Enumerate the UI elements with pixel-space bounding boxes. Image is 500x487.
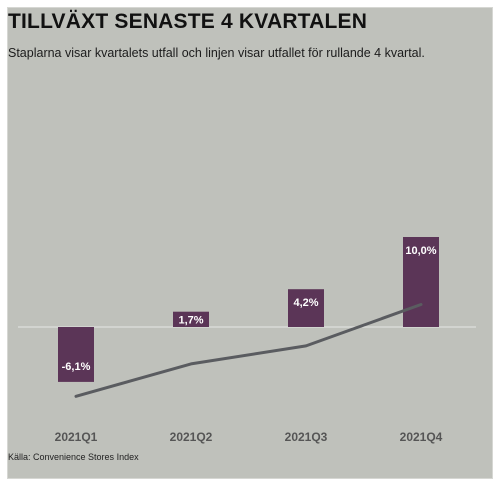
bar-2021Q2 [173,311,209,327]
category-label-2021Q2: 2021Q2 [170,430,213,444]
category-label-2021Q4: 2021Q4 [400,430,443,444]
rolling-line [74,303,423,398]
bar-label-2021Q1: -6,1% [62,361,91,373]
bar-label-2021Q3: 4,2% [293,297,318,309]
source-note: Källa: Convenience Stores Index [8,452,139,462]
bar-label-2021Q2: 1,7% [178,314,203,326]
bar-2021Q4 [403,237,439,327]
bar-2021Q3 [288,289,324,327]
bar-label-2021Q4: 10,0% [405,245,436,257]
chart-title: TILLVÄXT SENASTE 4 KVARTALEN [8,10,368,33]
category-label-2021Q1: 2021Q1 [55,430,98,444]
category-label-2021Q3: 2021Q3 [285,430,328,444]
chart-subtitle: Staplarna visar kvartalets utfall och li… [8,46,425,60]
bar-2021Q1 [58,327,94,382]
